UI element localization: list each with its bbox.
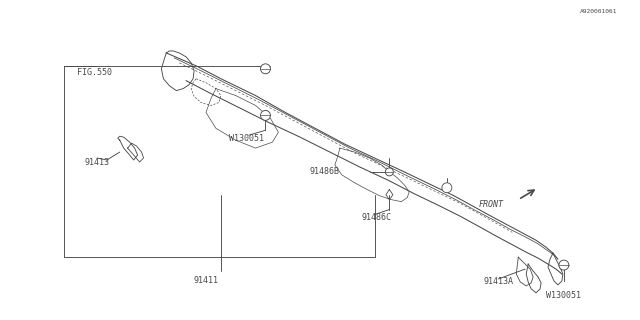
Circle shape xyxy=(442,183,452,193)
Text: 91486B: 91486B xyxy=(310,167,340,176)
Text: 91411: 91411 xyxy=(193,276,218,285)
Circle shape xyxy=(559,260,569,270)
Text: W130051: W130051 xyxy=(546,291,581,300)
Text: FRONT: FRONT xyxy=(479,200,504,209)
Text: W130051: W130051 xyxy=(228,134,264,143)
Text: FIG.550: FIG.550 xyxy=(77,68,112,77)
Circle shape xyxy=(260,110,271,120)
Text: 91413: 91413 xyxy=(84,158,109,167)
Circle shape xyxy=(260,64,271,74)
Text: 91413A: 91413A xyxy=(484,277,513,286)
Text: A920001061: A920001061 xyxy=(580,9,618,14)
Text: 91486C: 91486C xyxy=(362,213,392,222)
Circle shape xyxy=(385,168,394,176)
